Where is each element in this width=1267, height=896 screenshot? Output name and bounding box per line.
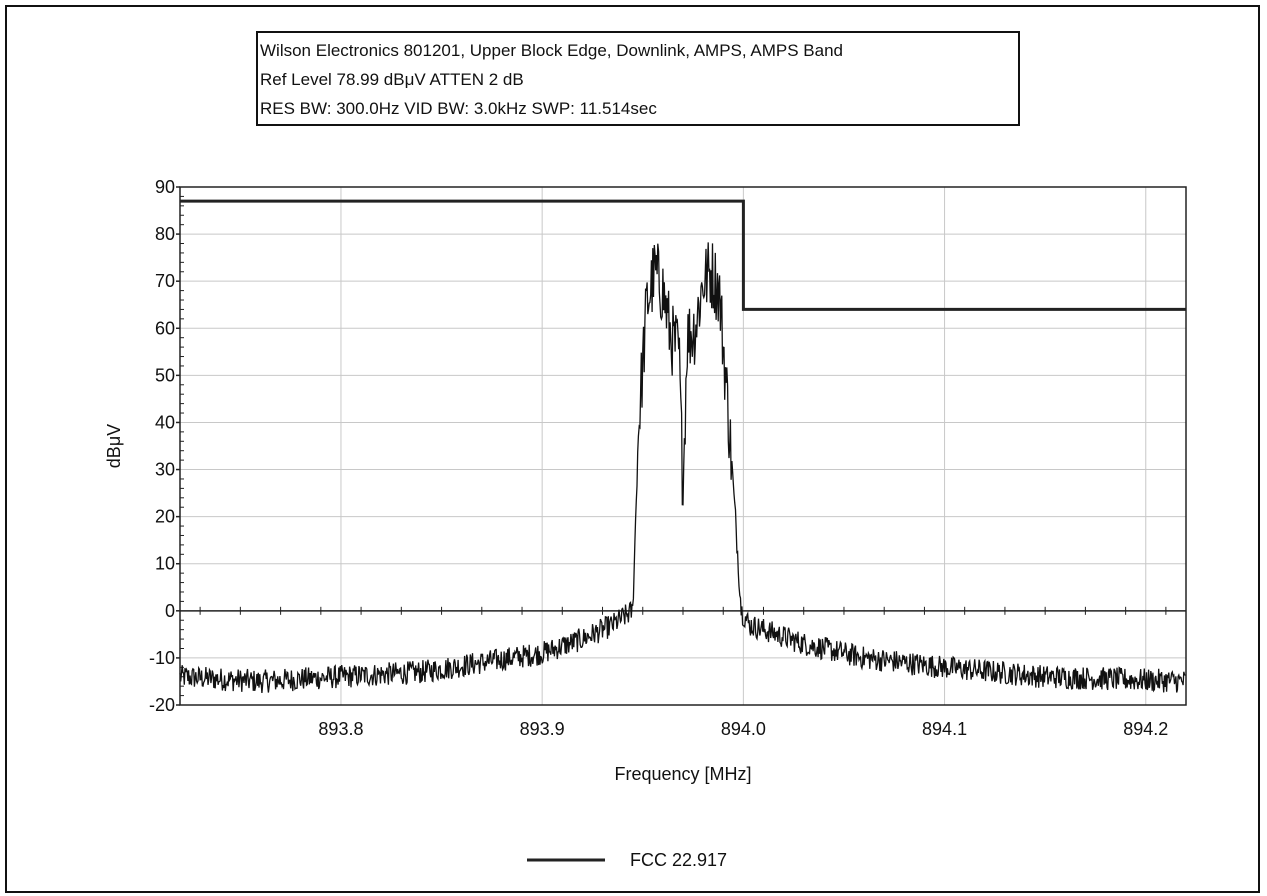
x-tick-label: 894.1 (922, 719, 967, 739)
y-tick-label: 90 (155, 177, 175, 197)
spectrum-trace (179, 242, 1187, 693)
x-tick-label: 894.2 (1123, 719, 1168, 739)
axis-ticks (176, 186, 1186, 706)
measurement-info-box: Wilson Electronics 801201, Upper Block E… (256, 31, 1020, 126)
x-tick-label: 893.8 (318, 719, 363, 739)
info-line-ref-level: Ref Level 78.99 dBμV ATTEN 2 dB (260, 70, 524, 89)
x-tick-label: 894.0 (721, 719, 766, 739)
grid (180, 186, 1186, 706)
x-tick-labels: 893.8 893.9 894.0 894.1 894.2 (318, 719, 1168, 739)
plot-area-border (179, 186, 1187, 706)
y-tick-label: 60 (155, 318, 175, 338)
y-tick-label: 70 (155, 271, 175, 291)
legend: FCC 22.917 (527, 850, 727, 870)
x-axis-title: Frequency [MHz] (614, 764, 751, 784)
y-tick-label: 30 (155, 460, 175, 480)
legend-label-fcc: FCC 22.917 (630, 850, 727, 870)
y-tick-label: -20 (149, 695, 175, 715)
y-tick-label: -10 (149, 648, 175, 668)
y-tick-label: 80 (155, 224, 175, 244)
series-layer (179, 199, 1187, 693)
info-line-bandwidth: RES BW: 300.0Hz VID BW: 3.0kHz SWP: 11.5… (260, 99, 657, 118)
info-line-title: Wilson Electronics 801201, Upper Block E… (260, 41, 844, 60)
y-tick-label: 50 (155, 365, 175, 385)
y-tick-label: 40 (155, 412, 175, 432)
y-axis-title: dBμV (104, 424, 124, 468)
y-tick-label: 10 (155, 554, 175, 574)
y-tick-label: 20 (155, 507, 175, 527)
chart-frame (5, 5, 1260, 893)
x-tick-label: 893.9 (520, 719, 565, 739)
y-tick-label: 0 (165, 601, 175, 621)
y-tick-labels: 90 80 70 60 50 40 30 20 10 0 -10 -20 (149, 177, 175, 715)
fcc-limit-line (180, 199, 1186, 311)
